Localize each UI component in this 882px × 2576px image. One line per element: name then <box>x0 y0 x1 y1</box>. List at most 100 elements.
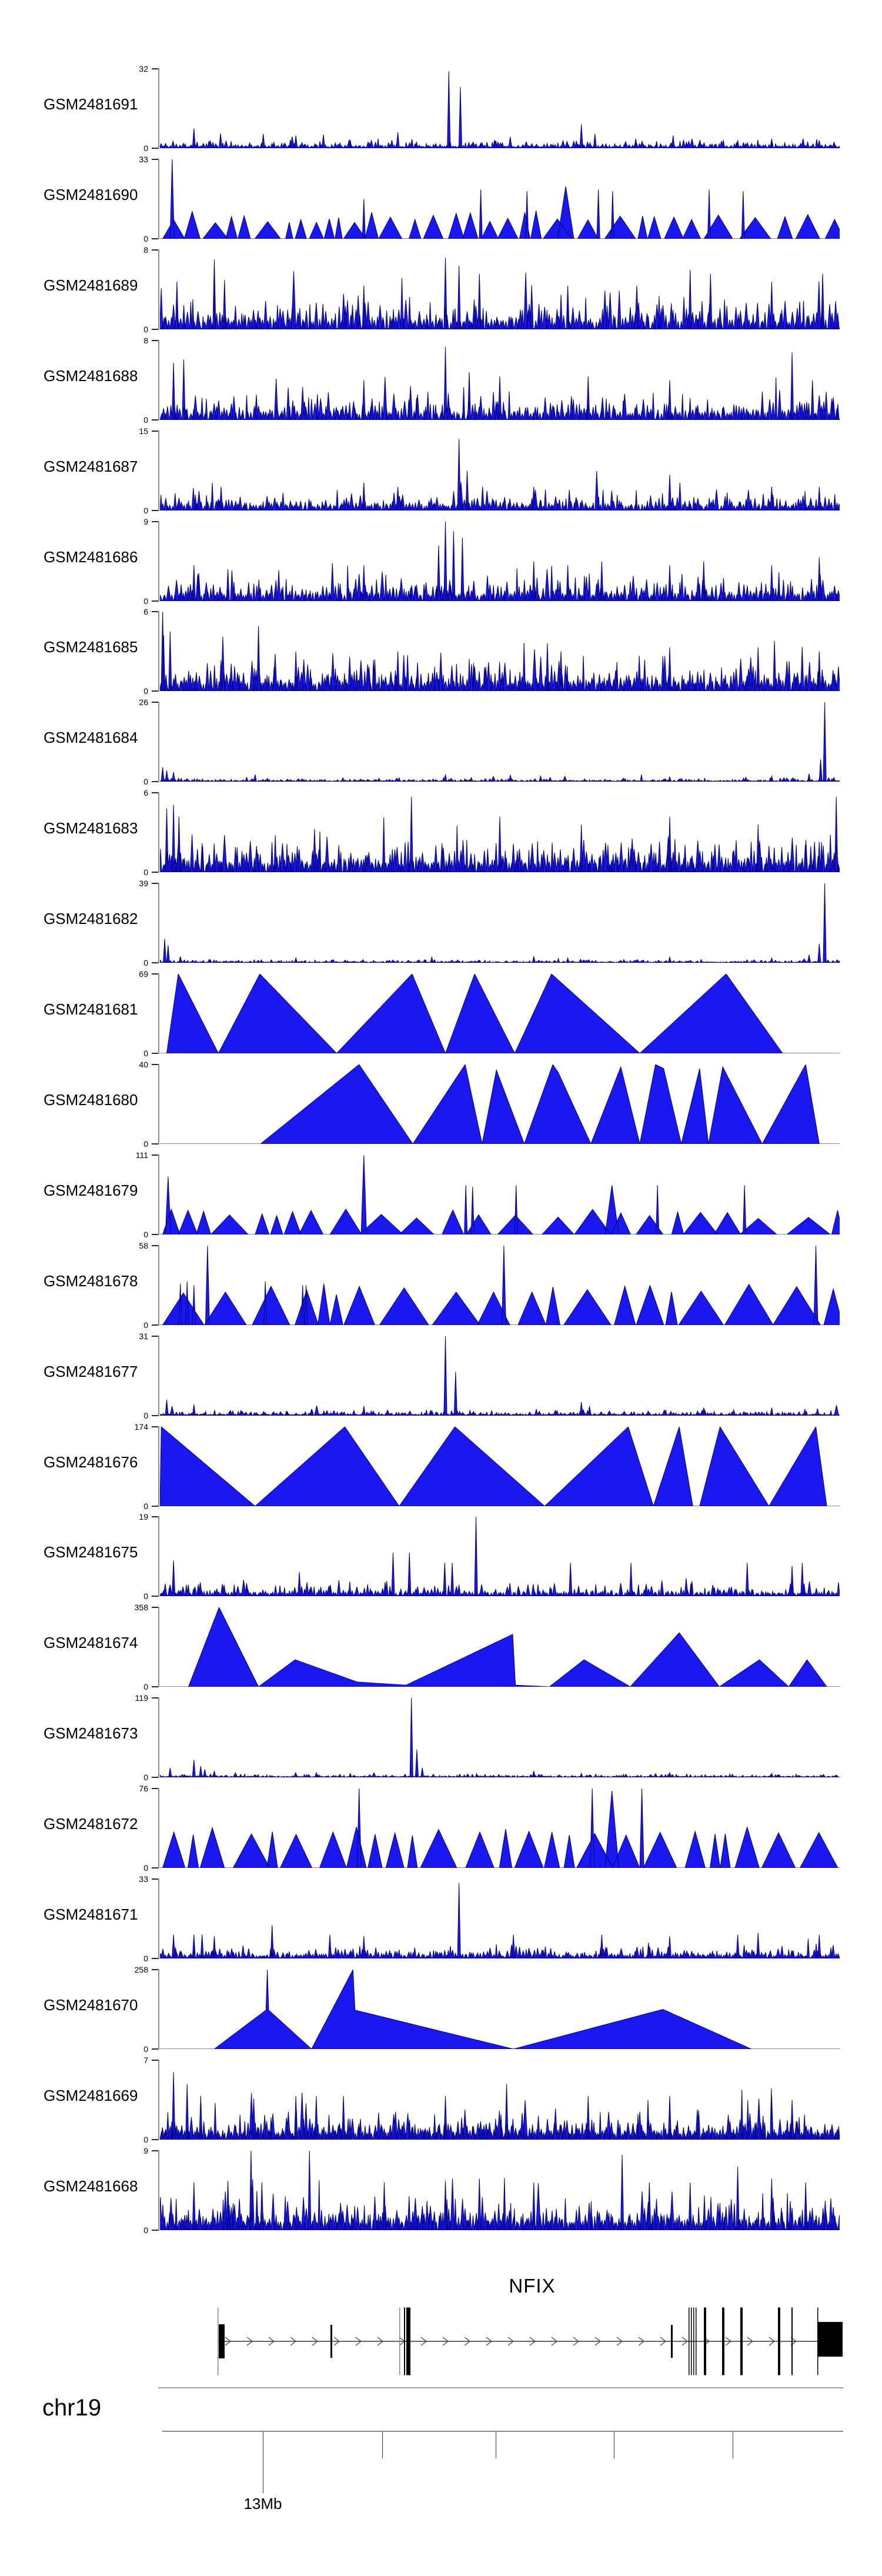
track-ymax-label: 119 <box>135 1693 148 1703</box>
axis-tick-bottom <box>152 1867 159 1869</box>
axis-tick-bottom <box>152 419 159 421</box>
coverage-signal <box>160 341 840 420</box>
y-axis-line <box>158 1426 159 1507</box>
axis-tick-bottom <box>152 1324 159 1326</box>
track-label: GSM2481671 <box>44 1906 138 1923</box>
y-axis-line <box>158 1878 159 1959</box>
track-ymin-label: 0 <box>143 1954 148 1963</box>
track-ymax-label: 8 <box>143 335 148 345</box>
coverage-signal <box>160 1064 840 1144</box>
track-ymin-label: 0 <box>143 1501 148 1511</box>
y-axis-line <box>158 702 159 783</box>
track-label: GSM2481687 <box>44 457 138 475</box>
y-axis-line <box>158 883 159 964</box>
ruler-minor-tick <box>382 2432 383 2458</box>
track-ymax-label: 9 <box>143 2145 148 2155</box>
axis-tick-top <box>152 1788 159 1790</box>
track-ymax-label: 6 <box>143 788 148 798</box>
coverage-signal <box>160 883 840 963</box>
track-ymin-label: 0 <box>143 596 148 606</box>
axis-tick-top <box>152 249 159 251</box>
axis-tick-top <box>152 520 159 522</box>
track-ymax-label: 258 <box>134 1964 148 1974</box>
axis-tick-bottom <box>152 148 159 149</box>
y-axis-line <box>158 1335 159 1416</box>
axis-tick-bottom <box>152 1143 159 1144</box>
y-axis-line <box>158 1607 159 1688</box>
track-ymax-label: 58 <box>139 1240 148 1250</box>
track-ymax-label: 31 <box>139 1331 148 1341</box>
y-axis-line <box>158 520 159 602</box>
axis-tick-bottom <box>152 1414 159 1416</box>
track-ymin-label: 0 <box>143 1682 148 1692</box>
y-axis-line <box>158 1154 159 1235</box>
axis-tick-top <box>152 158 159 160</box>
track-row: GSM2481671 33 0 <box>0 1875 882 1963</box>
track-ymax-label: 6 <box>143 607 148 617</box>
track-ymax-label: 9 <box>143 516 148 526</box>
track-row: GSM2481683 6 0 <box>0 789 882 876</box>
axis-tick-top <box>152 611 159 613</box>
track-ymax-label: 32 <box>139 64 148 74</box>
track-label: GSM2481681 <box>44 1000 138 1018</box>
chromosome-label: chr19 <box>42 2395 102 2421</box>
track-ymax-label: 76 <box>139 1784 148 1794</box>
track-ymax-label: 111 <box>135 1150 148 1160</box>
track-ymin-label: 0 <box>143 233 148 243</box>
track-ymax-label: 40 <box>139 1059 148 1069</box>
track-ymin-label: 0 <box>143 867 148 877</box>
coverage-signal <box>160 250 840 329</box>
y-axis-line <box>158 1788 159 1869</box>
track-label: GSM2481673 <box>44 1724 138 1743</box>
coverage-signal <box>160 974 840 1053</box>
axis-tick-top <box>152 792 159 794</box>
axis-tick-bottom <box>152 509 159 511</box>
axis-tick-bottom <box>152 690 159 692</box>
y-axis-line <box>158 339 159 421</box>
coverage-signal <box>160 431 840 510</box>
axis-tick-bottom <box>152 328 159 330</box>
track-ymin-label: 0 <box>143 1591 148 1601</box>
track-ymin-label: 0 <box>143 505 148 515</box>
coverage-signal <box>160 612 840 692</box>
track-label: GSM2481672 <box>44 1815 138 1833</box>
track-row: GSM2481691 32 0 <box>0 65 882 152</box>
track-label: GSM2481669 <box>44 2086 138 2104</box>
track-row: GSM2481679 111 0 <box>0 1151 882 1239</box>
track-ymin-label: 0 <box>143 1049 148 1058</box>
track-row: GSM2481680 40 0 <box>0 1060 882 1148</box>
coverage-signal <box>160 1969 840 2049</box>
track-row: GSM2481674 358 0 <box>0 1603 882 1691</box>
track-label: GSM2481680 <box>44 1090 138 1109</box>
axis-tick-top <box>152 1154 159 1156</box>
axis-tick-top <box>152 2150 159 2151</box>
axis-tick-top <box>152 2059 159 2061</box>
track-ymin-label: 0 <box>143 1410 148 1420</box>
track-row: GSM2481685 6 0 <box>0 608 882 695</box>
track-ymax-label: 7 <box>143 2055 148 2065</box>
track-label: GSM2481689 <box>44 276 138 294</box>
gene-panel-separator <box>158 2387 843 2388</box>
coverage-signal <box>160 793 840 873</box>
coverage-signal <box>160 1517 840 1597</box>
axis-tick-top <box>152 702 159 703</box>
coverage-signal <box>160 702 840 782</box>
axis-tick-bottom <box>152 872 159 873</box>
coverage-signal <box>160 2060 840 2140</box>
track-row: GSM2481686 9 0 <box>0 518 882 605</box>
axis-tick-bottom <box>152 238 159 239</box>
track-row: GSM2481684 26 0 <box>0 698 882 786</box>
track-label: GSM2481678 <box>44 1272 138 1290</box>
coverage-signal <box>160 1879 840 1958</box>
y-axis-line <box>158 1516 159 1597</box>
track-label: GSM2481690 <box>44 185 138 203</box>
coverage-signal <box>160 159 840 239</box>
track-label: GSM2481674 <box>44 1634 138 1652</box>
track-row: GSM2481682 39 0 <box>0 879 882 967</box>
track-ymin-label: 0 <box>143 2225 148 2235</box>
track-ymin-label: 0 <box>143 958 148 968</box>
axis-tick-top <box>152 1697 159 1699</box>
track-ymax-label: 33 <box>139 1874 148 1884</box>
track-row: GSM2481672 76 0 <box>0 1784 882 1872</box>
